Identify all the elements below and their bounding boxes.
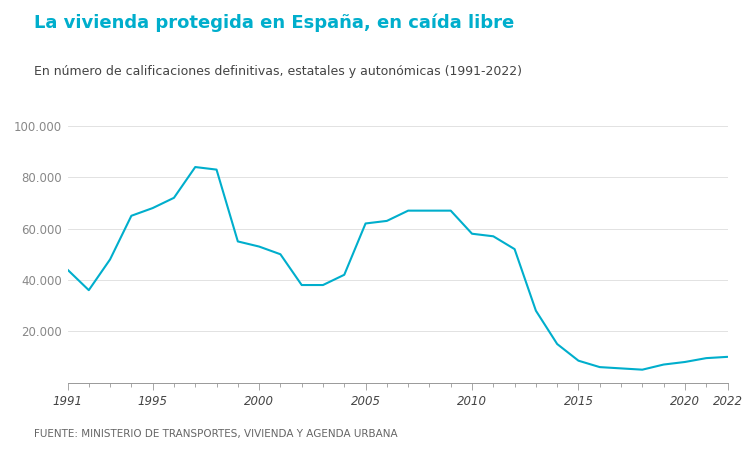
Text: FUENTE: MINISTERIO DE TRANSPORTES, VIVIENDA Y AGENDA URBANA: FUENTE: MINISTERIO DE TRANSPORTES, VIVIE… [34,429,398,439]
Text: La vivienda protegida en España, en caída libre: La vivienda protegida en España, en caíd… [34,14,514,32]
Text: En número de calificaciones definitivas, estatales y autonómicas (1991-2022): En número de calificaciones definitivas,… [34,65,522,78]
